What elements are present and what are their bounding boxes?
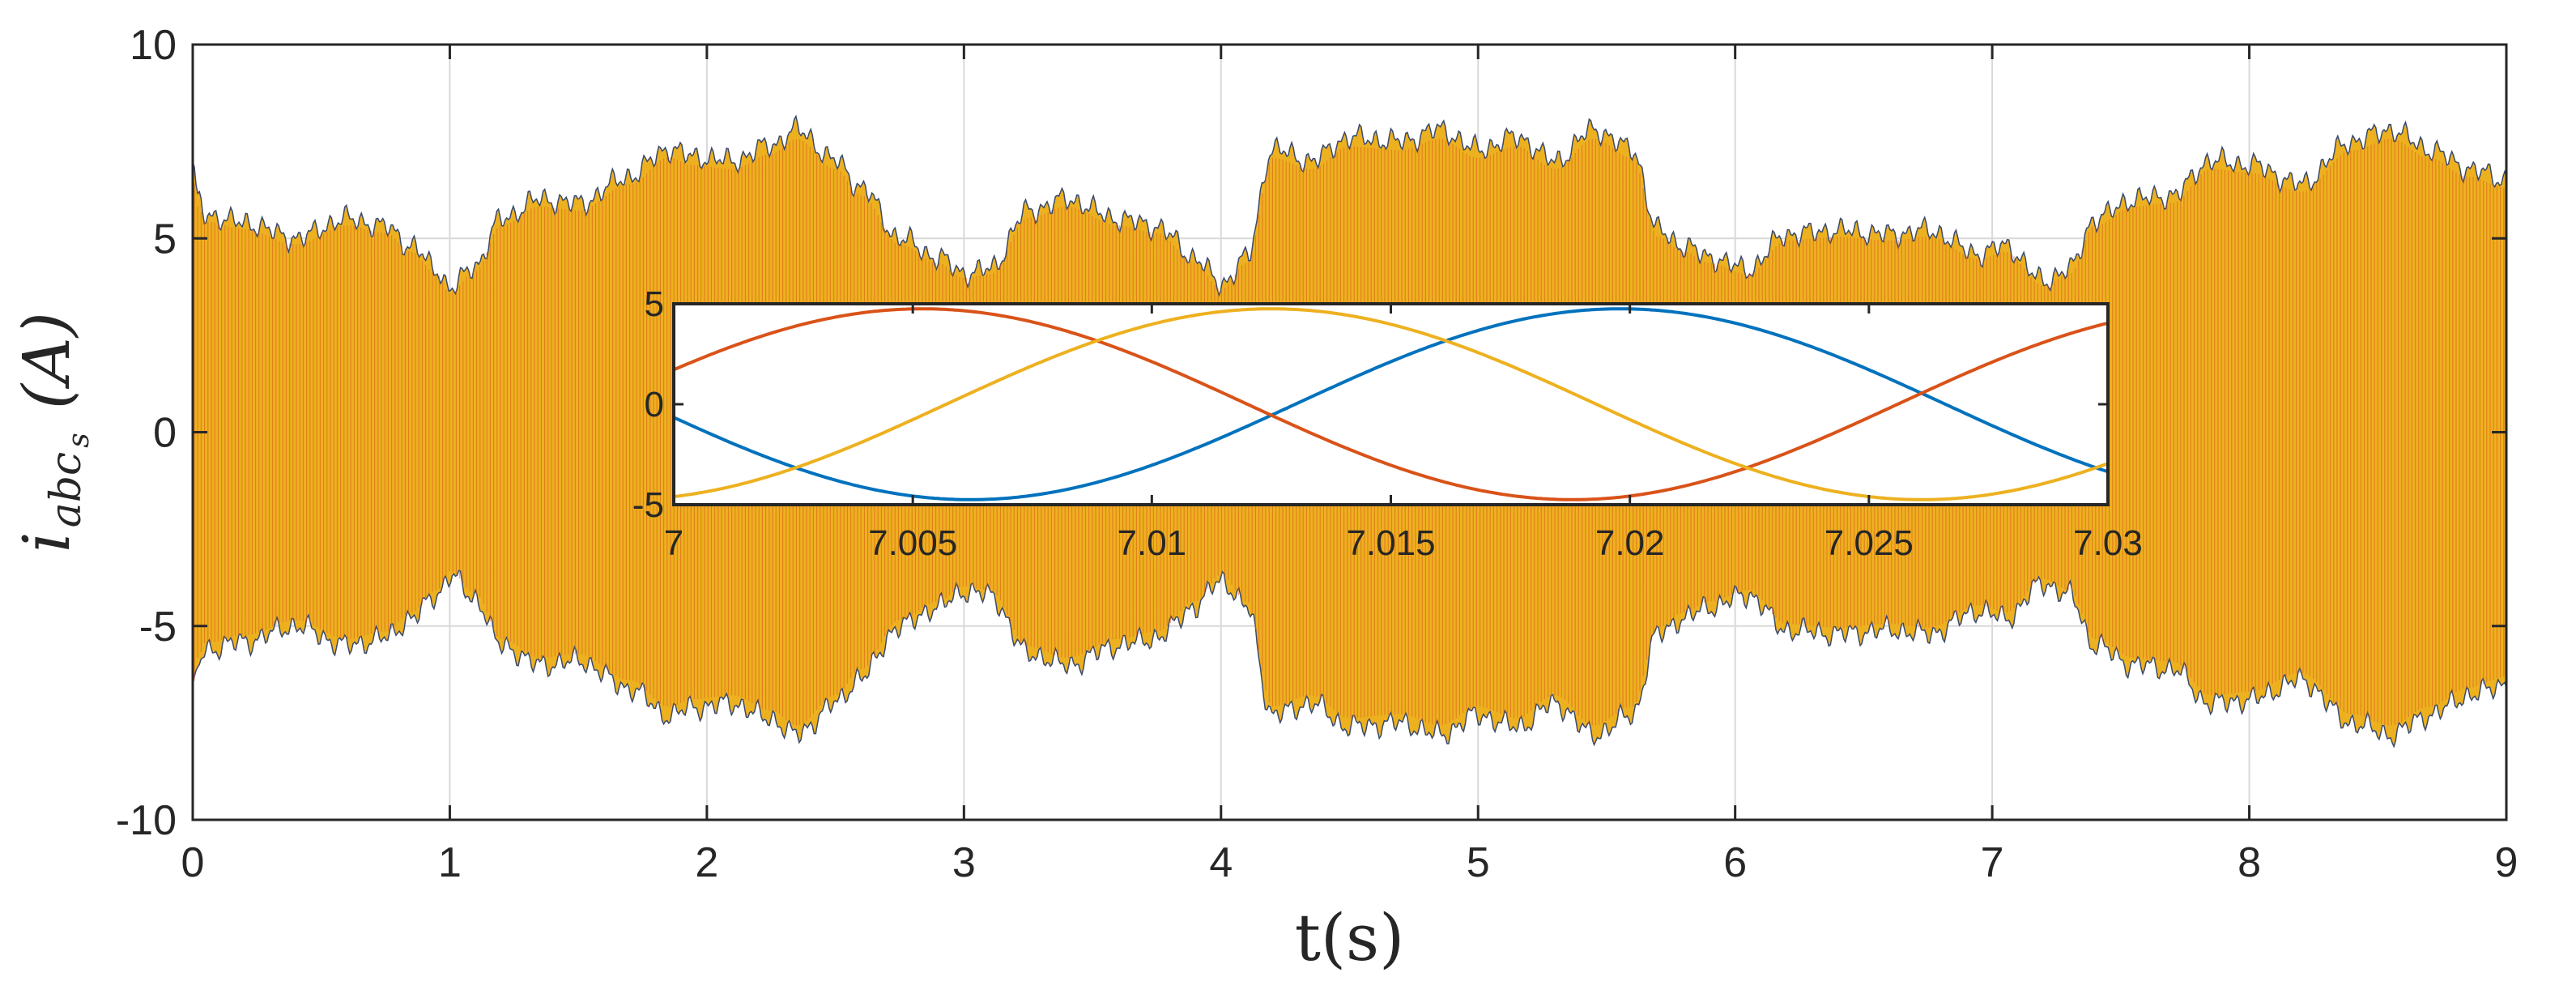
inset-x-tick-label: 7.02 — [1595, 523, 1665, 563]
inset-x-tick-label: 7.005 — [868, 523, 957, 563]
y-axis-label: i abc s (A) — [9, 312, 96, 552]
inset-y-tick-label: -5 — [632, 485, 664, 525]
x-tick-label: 5 — [1467, 839, 1490, 886]
y-axis-label-main: i — [9, 531, 84, 552]
y-axis-label-unit: (A) — [9, 312, 84, 409]
inset-x-tick-label: 7.015 — [1346, 523, 1435, 563]
y-axis-label-subscript: abc — [42, 452, 91, 527]
x-tick-label: 6 — [1723, 839, 1747, 886]
inset-x-tick-label: 7.025 — [1824, 523, 1914, 563]
inset-y-tick-label: 5 — [645, 284, 664, 324]
x-tick-label: 2 — [695, 839, 718, 886]
inset-axes-box — [672, 302, 2110, 506]
inset-chart: 7 7.005 7.01 7.015 7.02 7.025 7.03 -5 0 5 — [632, 284, 2143, 563]
y-tick-label: 10 — [130, 22, 177, 69]
inset-background — [674, 304, 2108, 505]
inset-y-tick-label: 0 — [645, 385, 664, 424]
inset-x-tick-label: 7.03 — [2073, 523, 2143, 563]
x-tick-label: 1 — [438, 839, 462, 886]
y-tick-label: 5 — [153, 215, 177, 262]
x-axis-label: t(s) — [1295, 900, 1405, 975]
x-tick-label: 8 — [2238, 839, 2261, 886]
x-tick-label: 9 — [2495, 839, 2519, 886]
x-tick-label: 7 — [1981, 839, 2004, 886]
inset-x-tick-label: 7.01 — [1118, 523, 1187, 563]
x-tick-label: 3 — [952, 839, 976, 886]
y-tick-label: -5 — [139, 604, 177, 651]
inset-x-tick-label: 7 — [664, 523, 683, 563]
x-tick-label: 4 — [1209, 839, 1233, 886]
y-axis-label-sub-subscript: s — [62, 433, 96, 447]
x-tick-label: 0 — [181, 839, 205, 886]
y-tick-label: 0 — [153, 410, 177, 457]
y-tick-label: -10 — [116, 797, 177, 844]
svg-text:i abc s (A): i abc s (A) — [9, 312, 96, 552]
main-ticks: 0 1 2 3 4 5 6 7 8 9 -10 -5 0 5 10 — [116, 22, 2519, 886]
